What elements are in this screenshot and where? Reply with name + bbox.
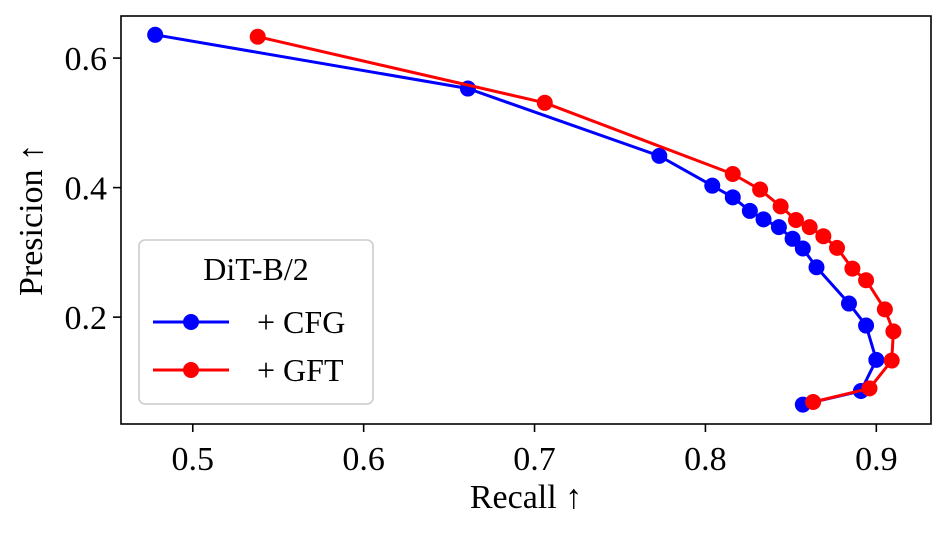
legend-title: DiT-B/2 xyxy=(203,251,309,287)
legend-marker-gft xyxy=(183,362,199,378)
x-tick-label: 0.6 xyxy=(342,441,385,478)
data-point-gft xyxy=(815,228,832,245)
series-line-gft xyxy=(257,35,895,404)
data-point-gft xyxy=(724,166,741,183)
data-point-gft xyxy=(772,198,789,215)
legend-marker-cfg xyxy=(183,314,199,330)
data-point-gft xyxy=(844,260,861,277)
data-point-gft xyxy=(858,272,875,289)
legend: DiT-B/2 + CFG + GFT xyxy=(138,239,374,405)
data-point-gft xyxy=(805,393,822,410)
plot-frame xyxy=(120,15,932,425)
data-point-cfg xyxy=(858,317,875,334)
data-point-gft xyxy=(801,219,818,236)
data-point-gft xyxy=(883,352,900,369)
data-point-gft xyxy=(752,181,769,198)
y-axis-label: Presicion ↑ xyxy=(13,144,50,296)
legend-box xyxy=(138,239,374,405)
data-point-cfg xyxy=(784,230,801,247)
y-tick-label: 0.2 xyxy=(65,300,108,337)
x-tick-label: 0.9 xyxy=(855,441,898,478)
series-layer xyxy=(147,26,902,413)
data-point-cfg xyxy=(808,259,825,276)
y-tick-label: 0.4 xyxy=(65,171,108,208)
series-line-cfg xyxy=(154,33,878,407)
data-point-cfg xyxy=(704,177,721,194)
data-point-cfg xyxy=(770,219,787,236)
data-point-cfg xyxy=(147,26,164,43)
data-point-gft xyxy=(249,28,266,45)
data-point-gft xyxy=(876,301,893,318)
y-tick-label: 0.6 xyxy=(65,41,108,78)
x-tick-label: 0.7 xyxy=(513,441,556,478)
x-tick-label: 0.8 xyxy=(684,441,727,478)
data-point-gft xyxy=(788,212,804,228)
data-point-cfg xyxy=(840,295,857,312)
data-point-gft xyxy=(829,239,846,256)
x-axis-label: Recall ↑ xyxy=(470,479,582,516)
data-point-cfg xyxy=(755,211,772,228)
data-point-gft xyxy=(861,380,878,397)
data-point-gft xyxy=(885,323,902,340)
axes-layer: 0.5 0.6 0.7 0.8 0.9 0.2 0.4 0.6 xyxy=(65,41,898,478)
data-point-cfg xyxy=(794,240,811,257)
legend-label-gft: + GFT xyxy=(257,352,344,388)
data-point-gft xyxy=(536,94,553,111)
legend-label-cfg: + CFG xyxy=(257,304,345,340)
data-point-cfg xyxy=(741,202,758,219)
data-point-cfg xyxy=(868,351,885,368)
data-point-cfg xyxy=(651,147,668,164)
x-tick-label: 0.5 xyxy=(172,441,215,478)
data-point-cfg xyxy=(724,189,741,206)
